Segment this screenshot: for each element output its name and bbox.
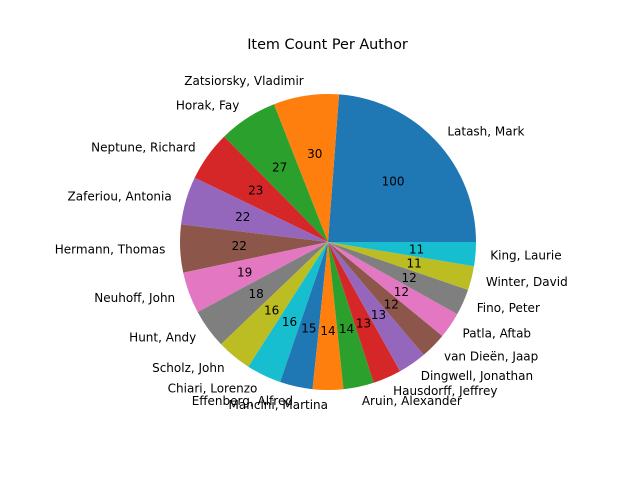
chart-title: Item Count Per Author [247,37,408,53]
slice-label-winter-david: Winter, David [486,275,568,289]
pie-slice-hunt-andy [197,242,328,345]
pie-slices [179,93,476,391]
value-label-van-dieen-jaap: 12 [384,297,399,311]
value-label-patla-aftab: 12 [394,285,409,299]
pie-slice-patla-aftab [328,242,458,336]
pie-slice-neuhoff-john [183,242,328,313]
slice-label-hermann-thomas: Hermann, Thomas [55,242,166,256]
slice-label-dingwell-jonathan: Dingwell, Jonathan [421,369,533,383]
value-label-latash-mark: 100 [382,175,405,189]
pie-slice-scholz-john [221,242,328,367]
slice-label-neuhoff-john: Neuhoff, John [94,291,175,305]
pie-slice-chiari-lorenzo [248,242,328,383]
slice-label-hunt-andy: Hunt, Andy [129,331,196,345]
pie-slice-mancini-martina [312,242,344,391]
value-label-chiari-lorenzo: 16 [282,315,297,329]
slice-label-effenberg-alfred: Effenberg, Alfred [192,394,293,408]
value-label-neptune-richard: 23 [248,183,263,197]
pie-slice-zaferiou-antonia [181,177,328,242]
slice-label-aruin-alexander: Aruin, Alexander [362,394,462,408]
value-label-scholz-john: 16 [264,304,279,318]
slice-label-horak-fay: Horak, Fay [176,98,240,112]
value-label-fino-peter: 12 [401,271,416,285]
value-label-neuhoff-john: 19 [237,266,252,280]
slice-label-zaferiou-antonia: Zaferiou, Antonia [68,189,172,203]
slice-label-chiari-lorenzo: Chiari, Lorenzo [168,382,258,396]
pie-slice-king-laurie [328,242,476,267]
pie-slice-neptune-richard [194,136,328,242]
value-label-king-laurie: 11 [409,242,424,256]
value-label-mancini-martina: 14 [320,324,335,338]
value-label-hunt-andy: 18 [249,287,264,301]
pie-slice-van-dieen-jaap [328,242,443,355]
pie-slice-latash-mark [328,94,476,242]
slice-label-patla-aftab: Patla, Aftab [463,327,532,341]
value-label-horak-fay: 27 [272,161,287,175]
value-label-zaferiou-antonia: 22 [235,210,250,224]
pie-slice-hausdorff-jeffrey [328,242,401,383]
pie-slice-zatsiorsky-vladimir [273,93,340,242]
slice-label-king-laurie: King, Laurie [490,248,561,262]
slice-label-neptune-richard: Neptune, Richard [91,140,195,154]
pie-slice-fino-peter [328,242,469,315]
slice-label-latash-mark: Latash, Mark [447,124,524,138]
slice-label-fino-peter: Fino, Peter [477,301,540,315]
pie-slice-aruin-alexander [328,242,374,390]
value-label-dingwell-jonathan: 13 [371,308,386,322]
value-label-zatsiorsky-vladimir: 30 [307,147,322,161]
slice-label-van-dieen-jaap: van Dieën, Jaap [444,349,538,363]
value-label-hausdorff-jeffrey: 13 [356,316,371,330]
pie-slice-effenberg-alfred [280,242,328,390]
pie-slice-horak-fay [224,104,328,242]
slice-labels: Latash, Mark Zatsiorsky, Vladimir Horak, F… [55,74,568,412]
pie-slice-winter-david [328,242,474,290]
pie-slice-dingwell-jonathan [328,242,424,372]
value-label-aruin-alexander: 14 [339,322,354,336]
value-label-winter-david: 11 [406,257,421,271]
value-label-effenberg-alfred: 15 [301,322,316,336]
slice-label-mancini-martina: Mancini, Martina [229,398,328,412]
slice-label-zatsiorsky-vladimir: Zatsiorsky, Vladimir [184,74,304,88]
value-label-hermann-thomas: 22 [232,239,247,253]
pie-slice-hermann-thomas [179,224,328,273]
slice-label-scholz-john: Scholz, John [152,361,225,375]
slice-label-hausdorff-jeffrey: Hausdorff, Jeffrey [393,384,497,398]
